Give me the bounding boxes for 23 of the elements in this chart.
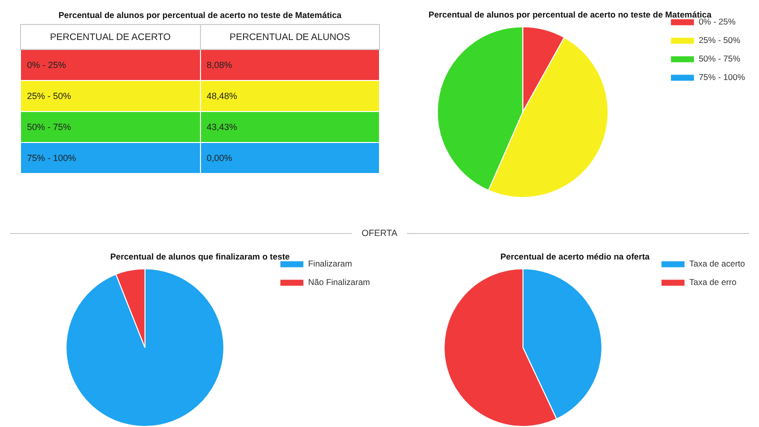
text: 43,43%: [206, 122, 238, 132]
legend-label: Finalizaram: [308, 258, 352, 269]
legend-label: 0% - 25%: [698, 16, 736, 27]
legend-label: Taxa de erro: [689, 277, 737, 288]
text: PERCENTUAL DE ALUNOS: [200, 24, 380, 50]
category-label: 0% - 25%: [20, 50, 200, 80]
chart-title: Percentual de acerto médio na oferta: [500, 251, 650, 262]
legend-label: Taxa de acerto: [689, 258, 746, 269]
text: OFERTA: [360, 228, 398, 238]
text: Percentual de alunos por percentual de acerto no teste de Matemática: [58, 10, 342, 20]
legend-label: 25% - 50%: [698, 35, 741, 46]
text: 8,08%: [206, 60, 232, 70]
legend-label: Não Finalizaram: [308, 277, 370, 288]
text: 48,48%: [206, 91, 238, 101]
category-label: 75% - 100%: [20, 142, 200, 174]
legend-label: 50% - 75%: [698, 54, 741, 64]
text: 0,00%: [206, 153, 232, 163]
category-label: 50% - 75%: [20, 112, 200, 142]
category-label: 25% - 50%: [20, 80, 200, 112]
text: PERCENTUAL DE ACERTO: [20, 24, 200, 50]
chart-title: Percentual de alunos que finalizaram o teste: [110, 251, 290, 262]
legend-label: 75% - 100%: [698, 72, 746, 82]
chart-title: Percentual de alunos por percentual de acerto no teste de Matemática: [428, 9, 712, 20]
